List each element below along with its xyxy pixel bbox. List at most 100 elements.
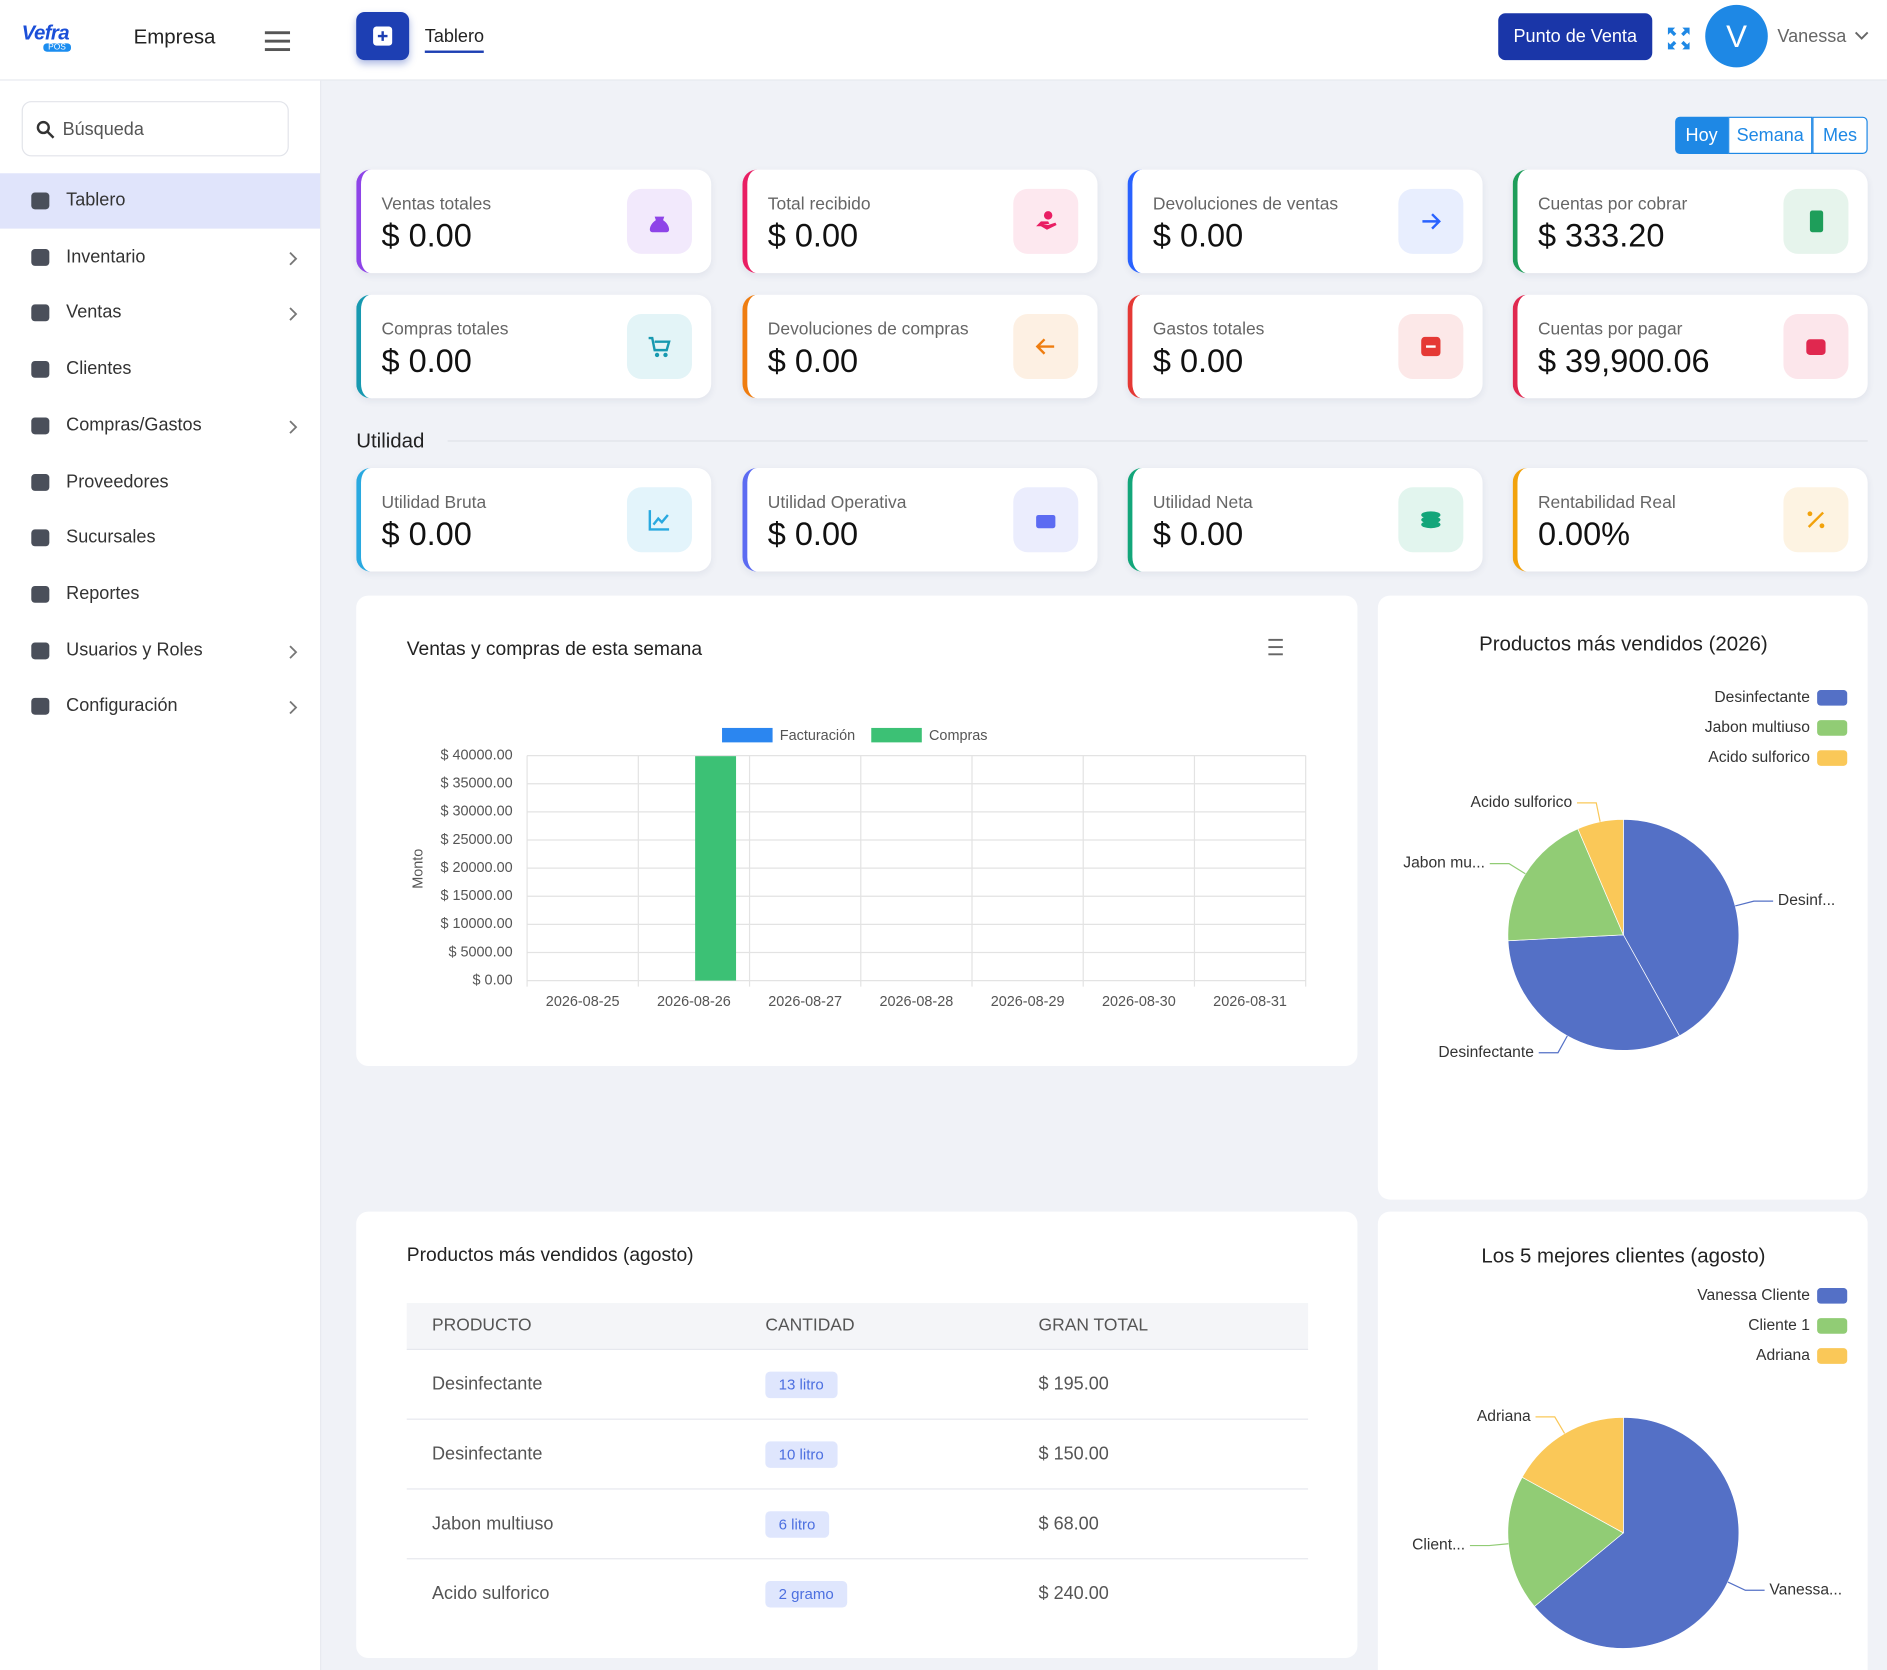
table-cell: Jabon multiuso <box>432 1513 554 1535</box>
icon <box>1667 27 1690 50</box>
menu-icon <box>31 248 50 266</box>
stat-label: Utilidad Bruta <box>381 493 487 513</box>
stat-card: Devoluciones de ventas $ 0.00 <box>1127 169 1483 274</box>
menu-label: Configuración <box>66 695 178 717</box>
g <box>1809 210 1824 233</box>
stat-label: Rentabilidad Real <box>1537 493 1676 513</box>
icon <box>1806 339 1826 355</box>
search-box[interactable]: Búsqueda <box>21 101 289 157</box>
menu-item[interactable]: Usuarios y Roles <box>0 623 320 678</box>
stat-value: $ 0.00 <box>381 217 472 254</box>
g <box>1819 523 1825 529</box>
stat-card: Utilidad Operativa $ 0.00 <box>742 468 1098 572</box>
stat-value: $ 0.00 <box>381 516 472 553</box>
search-lens <box>36 120 50 135</box>
menu-item[interactable]: Proveedores <box>0 454 320 509</box>
g <box>1806 339 1826 355</box>
icon <box>1421 511 1441 529</box>
menu-label: Sucursales <box>66 527 156 548</box>
g <box>1036 221 1057 230</box>
period-button[interactable]: Mes <box>1812 116 1868 155</box>
g <box>1036 514 1056 529</box>
menu-toggle-bar <box>264 39 291 43</box>
period-button[interactable]: Hoy <box>1675 116 1729 155</box>
new-button[interactable] <box>356 12 410 61</box>
panel <box>356 595 1358 1067</box>
g <box>663 352 668 358</box>
icon <box>31 192 50 210</box>
icon <box>289 251 298 265</box>
panel <box>356 1211 1358 1659</box>
stat-icon <box>1013 314 1079 380</box>
icon <box>264 31 291 52</box>
icon <box>36 120 55 139</box>
icon <box>31 529 50 547</box>
stat-card: Utilidad Bruta $ 0.00 <box>356 468 712 572</box>
table-cell: Desinfectante <box>432 1443 543 1465</box>
g <box>654 352 660 358</box>
avatar[interactable]: V <box>1705 4 1768 68</box>
menu-icon <box>31 698 50 716</box>
icon <box>31 698 50 716</box>
icon <box>31 417 50 435</box>
menu-toggle-bar <box>264 48 291 52</box>
brand-logo: Vefra <box>21 21 70 45</box>
row-separator <box>406 1418 1309 1420</box>
chevron <box>1854 31 1869 40</box>
icon <box>1036 211 1057 230</box>
column-header: GRAN TOTAL <box>1038 1316 1149 1336</box>
row-separator <box>406 1558 1309 1560</box>
stat-label: Cuentas por cobrar <box>1537 194 1688 215</box>
menu-item[interactable]: Inventario <box>0 229 320 284</box>
stat-card: Total recibido $ 0.00 <box>742 169 1098 274</box>
menu-item[interactable]: Ventas <box>0 286 320 341</box>
section-rule <box>447 440 1868 442</box>
stat-label: Utilidad Neta <box>1152 493 1253 513</box>
menu-item[interactable]: Clientes <box>0 342 320 397</box>
submenu-arrow <box>289 420 298 434</box>
submenu-arrow <box>289 251 298 265</box>
pos-button[interactable]: Punto de Venta <box>1498 13 1653 61</box>
menu-item[interactable]: Compras/Gastos <box>0 398 320 453</box>
period-button[interactable]: Semana <box>1728 116 1813 155</box>
icon <box>649 216 670 233</box>
stat-icon <box>1013 487 1079 553</box>
g <box>648 510 670 531</box>
icon <box>1807 511 1825 529</box>
sidebar: Búsqueda Tablero Inventario Ventas Clientes C… <box>0 80 322 1670</box>
user-name[interactable]: Vanessa <box>1777 26 1847 47</box>
table-cell: Acido sulforico <box>432 1583 550 1604</box>
stat-label: Gastos totales <box>1152 320 1265 340</box>
stat-value: $ 0.00 <box>381 342 472 380</box>
menu-label: Compras/Gastos <box>66 414 202 436</box>
menu-item[interactable]: Configuración <box>0 679 320 734</box>
company-name: Empresa <box>133 25 216 49</box>
submenu-arrow <box>289 701 298 715</box>
stat-card: Cuentas por cobrar $ 333.20 <box>1512 169 1868 274</box>
tab-dashboard[interactable]: Tablero <box>424 26 485 53</box>
icon <box>1035 338 1055 355</box>
search-placeholder: Búsqueda <box>62 119 144 140</box>
panel <box>1377 595 1868 1200</box>
search-handle <box>46 130 55 139</box>
section-title: Utilidad <box>356 429 425 453</box>
menu-label: Tablero <box>66 190 126 211</box>
table-cell: $ 195.00 <box>1038 1374 1109 1395</box>
menu-icon <box>31 529 50 547</box>
brand-sub: POS <box>43 43 71 52</box>
menu-item[interactable]: Tablero <box>0 173 321 229</box>
stat-value: 0.00% <box>1537 516 1631 553</box>
table-title: Productos más vendidos (agosto) <box>406 1245 694 1266</box>
menu-label: Inventario <box>66 246 146 267</box>
stat-icon <box>1013 188 1079 254</box>
g <box>1422 213 1441 230</box>
menu-label: Proveedores <box>66 471 169 492</box>
g <box>649 216 670 233</box>
table-cell: $ 240.00 <box>1038 1583 1109 1604</box>
stat-icon <box>1783 188 1849 254</box>
menu-item[interactable]: Sucursales <box>0 510 320 565</box>
stat-label: Utilidad Operativa <box>767 493 907 513</box>
table-header <box>406 1303 1309 1350</box>
menu-item[interactable]: Reportes <box>0 567 320 622</box>
